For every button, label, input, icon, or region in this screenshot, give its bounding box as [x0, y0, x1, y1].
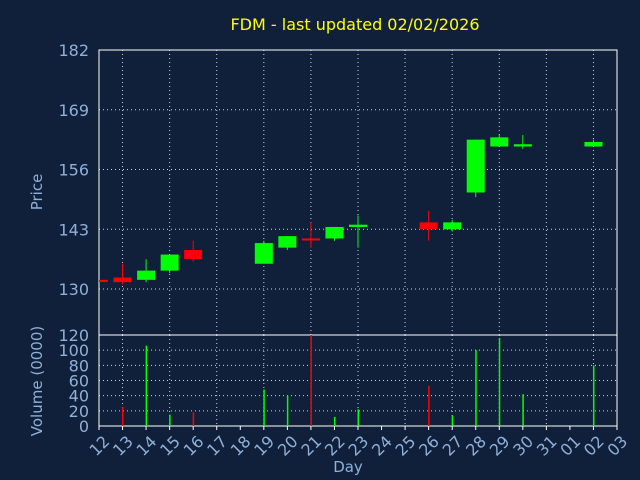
volume-bar [451, 415, 454, 426]
price-tick-label: 143 [58, 220, 89, 239]
candle-body [443, 222, 462, 230]
price-axis-label: Price [28, 174, 46, 211]
candle-body [349, 224, 367, 227]
volume-bar [145, 345, 148, 426]
price-tick-label: 169 [58, 101, 89, 120]
volume-bar [122, 407, 124, 426]
volume-bar [498, 338, 501, 426]
candle-body [160, 254, 179, 271]
candle-body [513, 144, 532, 147]
x-tick-label: 03 [603, 432, 631, 460]
price-tick-label: 130 [58, 280, 89, 299]
volume-bar [310, 335, 312, 426]
volume-tick-label: 0 [79, 417, 89, 436]
price-tick-label: 182 [58, 41, 89, 60]
volume-bar [592, 365, 595, 426]
plot-layer: 1301431561691820204060801001201213141516… [58, 41, 631, 460]
candle-body [325, 226, 344, 239]
candle-body [99, 279, 108, 282]
volume-bar [475, 350, 477, 426]
price-plot-frame [98, 49, 618, 336]
volume-tick-label: 60 [69, 372, 89, 391]
candle-body [584, 141, 603, 147]
volume-bar [357, 409, 359, 426]
candle-body [137, 270, 156, 280]
volume-bar [192, 412, 195, 426]
chart-title: FDM - last updated 02/02/2026 [230, 15, 479, 34]
x-axis-label: Day [333, 458, 363, 476]
volume-tick-label: 80 [69, 356, 89, 375]
candle-body [278, 236, 297, 248]
candle-body [466, 139, 485, 193]
candle-body [301, 238, 320, 241]
volume-bar [263, 389, 265, 426]
price-tick-label: 156 [58, 161, 89, 180]
candle-body [184, 249, 203, 260]
volume-tick-label: 40 [69, 387, 89, 406]
candle-body [113, 277, 132, 283]
volume-bar [169, 414, 171, 426]
candle-body [254, 243, 273, 264]
volume-tick-label: 100 [58, 341, 89, 360]
candle-body [490, 137, 509, 147]
volume-bar [286, 395, 289, 426]
volume-axis-label: Volume (0000) [28, 326, 46, 436]
volume-bar [428, 385, 430, 426]
volume-bar [522, 394, 524, 426]
volume-bar [333, 416, 336, 426]
candle-body [419, 222, 438, 230]
volume-tick-label: 120 [58, 326, 89, 345]
volume-tick-label: 20 [69, 402, 89, 421]
